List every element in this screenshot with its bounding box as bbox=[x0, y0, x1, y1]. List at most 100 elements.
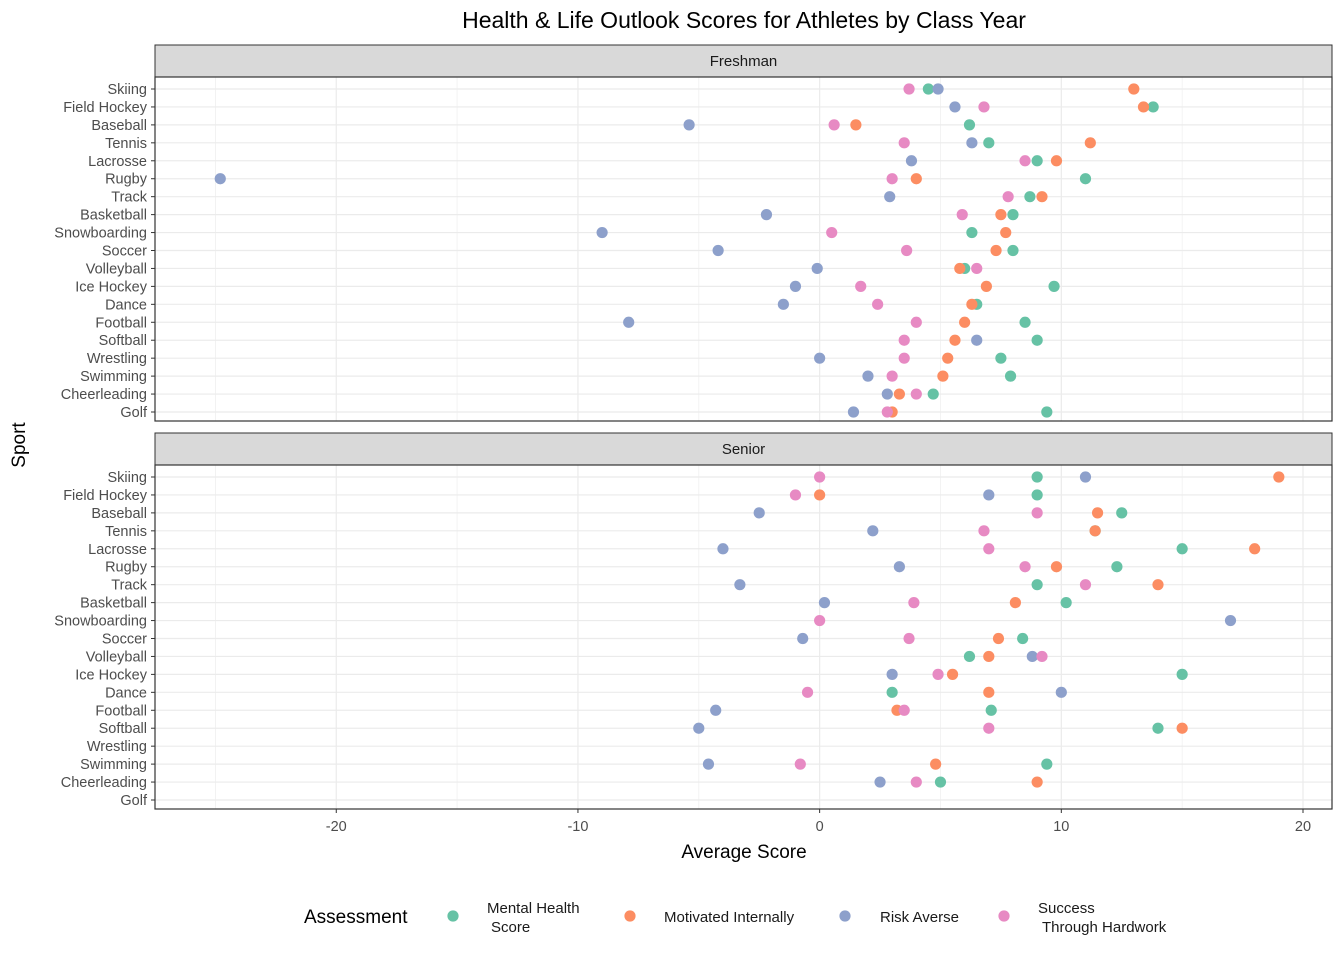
point-sh-field-hockey bbox=[789, 489, 802, 501]
point-mi-dance bbox=[966, 298, 978, 310]
legend: Assessment Mental Health Score Motivated I… bbox=[304, 900, 1167, 936]
point-ra-skiing bbox=[932, 83, 944, 95]
point-ra-basketball bbox=[760, 209, 773, 221]
point-mh-softball bbox=[1031, 334, 1043, 346]
point-mh-skiing bbox=[1031, 471, 1043, 483]
y-tick-label: Softball bbox=[99, 333, 147, 349]
point-mh-snowboarding bbox=[966, 226, 978, 239]
point-sh-soccer bbox=[903, 632, 915, 645]
point-mi-soccer bbox=[990, 244, 1002, 257]
point-sh-softball bbox=[898, 334, 910, 346]
point-mi-rugby bbox=[1050, 561, 1063, 573]
y-tick-label: Swimming bbox=[80, 369, 147, 385]
point-mi-football bbox=[959, 316, 971, 328]
y-tick-label: Basketball bbox=[80, 208, 147, 224]
point-mi-cheerleading bbox=[1031, 776, 1043, 788]
y-tick-label: Dance bbox=[105, 685, 147, 701]
y-tick-label: Rugby bbox=[105, 172, 148, 188]
y-tick-label: Football bbox=[95, 315, 147, 331]
point-mh-cheerleading bbox=[934, 776, 947, 788]
y-tick-label: Softball bbox=[99, 721, 147, 737]
point-sh-volleyball bbox=[971, 262, 983, 275]
point-sh-cheerleading bbox=[910, 776, 922, 788]
point-mi-track bbox=[1152, 579, 1164, 591]
point-mh-baseball bbox=[1116, 507, 1128, 519]
point-sh-wrestling bbox=[898, 352, 910, 364]
point-mi-soccer bbox=[992, 632, 1005, 645]
point-sh-ice-hockey bbox=[855, 280, 867, 292]
x-tick-label: 10 bbox=[1053, 819, 1069, 835]
point-mi-ice-hockey bbox=[980, 280, 992, 292]
strip-label-senior: Senior bbox=[722, 441, 765, 458]
point-ra-tennis bbox=[966, 137, 978, 149]
point-ra-ice-hockey bbox=[886, 668, 898, 680]
y-tick-label: Volleyball bbox=[86, 649, 147, 665]
point-mh-field-hockey bbox=[1147, 101, 1159, 113]
y-tick-label: Track bbox=[111, 578, 147, 594]
point-ra-tennis bbox=[867, 525, 879, 537]
y-tick-label: Field Hockey bbox=[63, 488, 148, 504]
point-ra-football bbox=[623, 316, 635, 328]
point-mi-field-hockey bbox=[1137, 101, 1150, 113]
legend-label-ra: Risk Averse bbox=[880, 909, 959, 926]
y-tick-label: Soccer bbox=[102, 244, 147, 260]
x-tick-label: 20 bbox=[1295, 819, 1311, 835]
point-mh-dance bbox=[886, 686, 898, 698]
legend-label-mi: Motivated Internally bbox=[664, 909, 795, 926]
panel-background bbox=[155, 77, 1332, 421]
point-sh-skiing bbox=[814, 471, 826, 483]
point-mh-tennis bbox=[983, 137, 995, 149]
y-tick-label: Golf bbox=[120, 793, 148, 809]
point-sh-dance bbox=[801, 686, 814, 698]
point-ra-lacrosse bbox=[717, 543, 729, 555]
point-mh-lacrosse bbox=[1031, 155, 1043, 167]
legend-key-sh bbox=[998, 910, 1010, 922]
legend-key-ra bbox=[839, 910, 851, 922]
legend-title: Assessment bbox=[304, 907, 408, 928]
x-tick-label: 0 bbox=[816, 819, 824, 835]
point-mi-baseball bbox=[850, 119, 862, 131]
point-mh-swimming bbox=[1004, 370, 1017, 382]
point-mi-swimming bbox=[937, 370, 949, 382]
point-ra-skiing bbox=[1079, 471, 1092, 483]
y-tick-label: Skiing bbox=[108, 82, 148, 98]
y-tick-label: Volleyball bbox=[86, 261, 147, 277]
point-sh-ice-hockey bbox=[932, 668, 944, 680]
point-ra-football bbox=[710, 704, 722, 716]
point-mh-track bbox=[1024, 191, 1036, 203]
point-ra-rugby bbox=[893, 561, 905, 573]
point-mh-basketball bbox=[1007, 209, 1019, 221]
point-mh-rugby bbox=[1079, 173, 1092, 185]
y-tick-label: Lacrosse bbox=[88, 154, 147, 170]
point-ra-swimming bbox=[702, 758, 715, 770]
y-tick-label: Field Hockey bbox=[63, 100, 148, 116]
point-sh-basketball bbox=[908, 597, 920, 609]
point-mi-dance bbox=[983, 686, 995, 698]
y-axis-title: Sport bbox=[9, 422, 30, 468]
chart-title: Health & Life Outlook Scores for Athlete… bbox=[462, 7, 1026, 33]
y-tick-label: Baseball bbox=[91, 118, 147, 134]
point-ra-wrestling bbox=[814, 352, 826, 364]
y-tick-label: Ice Hockey bbox=[75, 279, 147, 295]
point-ra-lacrosse bbox=[905, 155, 918, 167]
point-mh-track bbox=[1031, 579, 1043, 591]
point-mi-tennis bbox=[1089, 525, 1101, 537]
point-mi-rugby bbox=[910, 173, 922, 185]
y-tick-label: Snowboarding bbox=[54, 226, 147, 242]
point-sh-lacrosse bbox=[1019, 155, 1031, 167]
point-mi-baseball bbox=[1091, 507, 1104, 519]
point-sh-snowboarding bbox=[814, 614, 826, 627]
point-mi-softball bbox=[949, 334, 961, 346]
y-tick-label: Golf bbox=[120, 405, 148, 421]
point-sh-soccer bbox=[901, 244, 913, 257]
y-tick-label: Track bbox=[111, 190, 147, 206]
strip-freshman bbox=[154, 44, 1333, 78]
point-sh-rugby bbox=[1019, 561, 1031, 573]
point-ra-snowboarding bbox=[596, 226, 608, 239]
point-ra-golf bbox=[847, 406, 860, 418]
point-sh-baseball bbox=[828, 119, 840, 131]
point-ra-baseball bbox=[683, 119, 695, 131]
y-tick-label: Baseball bbox=[91, 506, 147, 522]
y-tick-label: Tennis bbox=[105, 524, 147, 540]
point-mh-field-hockey bbox=[1031, 489, 1043, 501]
